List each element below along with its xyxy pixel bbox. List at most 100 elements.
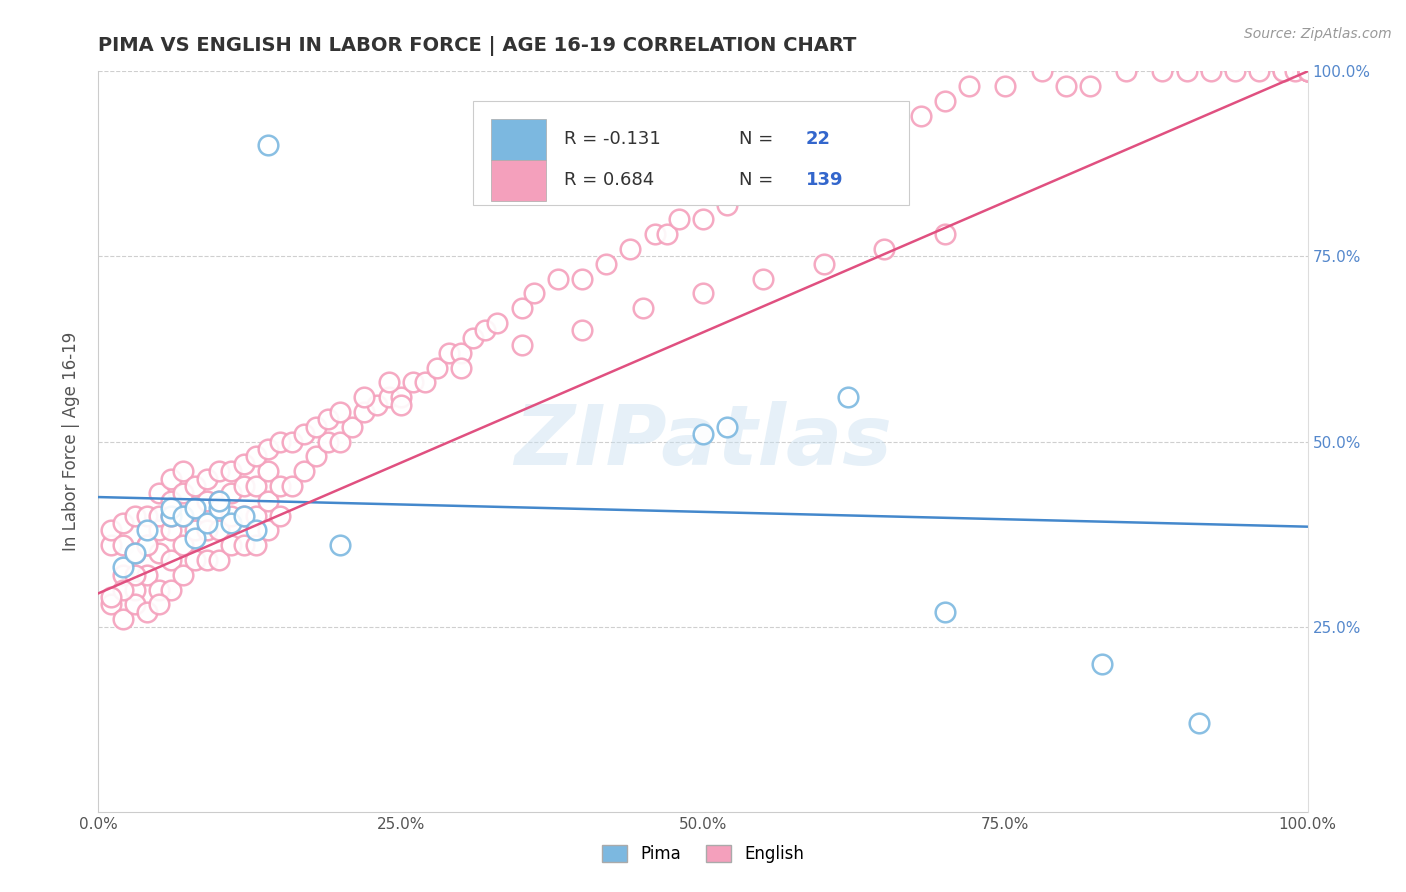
Point	[221, 486, 243, 500]
Point	[269, 479, 291, 493]
Point	[160, 524, 183, 538]
Point	[245, 508, 267, 523]
Point	[135, 508, 157, 523]
Point	[1296, 64, 1319, 78]
Point	[377, 390, 399, 404]
Point	[111, 612, 134, 626]
Point	[1223, 64, 1246, 78]
Point	[1031, 64, 1053, 78]
Point	[148, 508, 170, 523]
Point	[389, 398, 412, 412]
Point	[184, 531, 207, 545]
Point	[450, 360, 472, 375]
Point	[184, 501, 207, 516]
Text: N =: N =	[740, 130, 779, 148]
Point	[292, 427, 315, 442]
Point	[1272, 64, 1295, 78]
Point	[426, 360, 449, 375]
Point	[547, 271, 569, 285]
Point	[195, 524, 218, 538]
Point	[245, 524, 267, 538]
Point	[160, 471, 183, 485]
Text: R = 0.684: R = 0.684	[564, 171, 654, 189]
Text: R = -0.131: R = -0.131	[564, 130, 661, 148]
Point	[837, 138, 859, 153]
Point	[184, 553, 207, 567]
Point	[619, 242, 641, 256]
Point	[135, 524, 157, 538]
Point	[172, 486, 194, 500]
Point	[172, 508, 194, 523]
Point	[208, 524, 231, 538]
Point	[172, 538, 194, 552]
Point	[100, 590, 122, 604]
Point	[172, 567, 194, 582]
Point	[160, 553, 183, 567]
Point	[873, 123, 896, 137]
Point	[910, 109, 932, 123]
Point	[934, 227, 956, 242]
Point	[934, 94, 956, 108]
Point	[208, 464, 231, 478]
Point	[1188, 715, 1211, 730]
Point	[813, 153, 835, 168]
Point	[316, 434, 339, 449]
Point	[148, 486, 170, 500]
Point	[281, 479, 304, 493]
Point	[571, 324, 593, 338]
Point	[631, 301, 654, 316]
Point	[160, 493, 183, 508]
Point	[644, 227, 666, 242]
Point	[232, 538, 254, 552]
Point	[148, 582, 170, 597]
Point	[195, 516, 218, 530]
Point	[873, 242, 896, 256]
Point	[450, 345, 472, 359]
Point	[329, 538, 352, 552]
Text: Source: ZipAtlas.com: Source: ZipAtlas.com	[1244, 27, 1392, 41]
Point	[957, 79, 980, 94]
Point	[100, 598, 122, 612]
Point	[329, 405, 352, 419]
FancyBboxPatch shape	[492, 120, 546, 161]
Point	[100, 524, 122, 538]
Point	[232, 508, 254, 523]
FancyBboxPatch shape	[492, 161, 546, 201]
Point	[692, 286, 714, 301]
Point	[135, 538, 157, 552]
Point	[184, 524, 207, 538]
Point	[1296, 64, 1319, 78]
Point	[1078, 79, 1101, 94]
Point	[474, 324, 496, 338]
Point	[208, 553, 231, 567]
Point	[1115, 64, 1137, 78]
Point	[100, 538, 122, 552]
Point	[172, 464, 194, 478]
Point	[316, 412, 339, 426]
Point	[377, 376, 399, 390]
Point	[329, 434, 352, 449]
Point	[195, 553, 218, 567]
Point	[269, 434, 291, 449]
Point	[1199, 64, 1222, 78]
Point	[221, 508, 243, 523]
Point	[668, 212, 690, 227]
Point	[135, 538, 157, 552]
Point	[716, 197, 738, 211]
Text: ZIPatlas: ZIPatlas	[515, 401, 891, 482]
Point	[292, 464, 315, 478]
Point	[160, 582, 183, 597]
Point	[463, 331, 485, 345]
Point	[692, 212, 714, 227]
Point	[208, 501, 231, 516]
Point	[232, 508, 254, 523]
Point	[221, 538, 243, 552]
Point	[172, 508, 194, 523]
Point	[934, 605, 956, 619]
Point	[655, 227, 678, 242]
Legend: Pima, English: Pima, English	[595, 838, 811, 870]
Point	[208, 493, 231, 508]
Point	[256, 493, 278, 508]
Point	[1091, 657, 1114, 671]
Point	[245, 479, 267, 493]
